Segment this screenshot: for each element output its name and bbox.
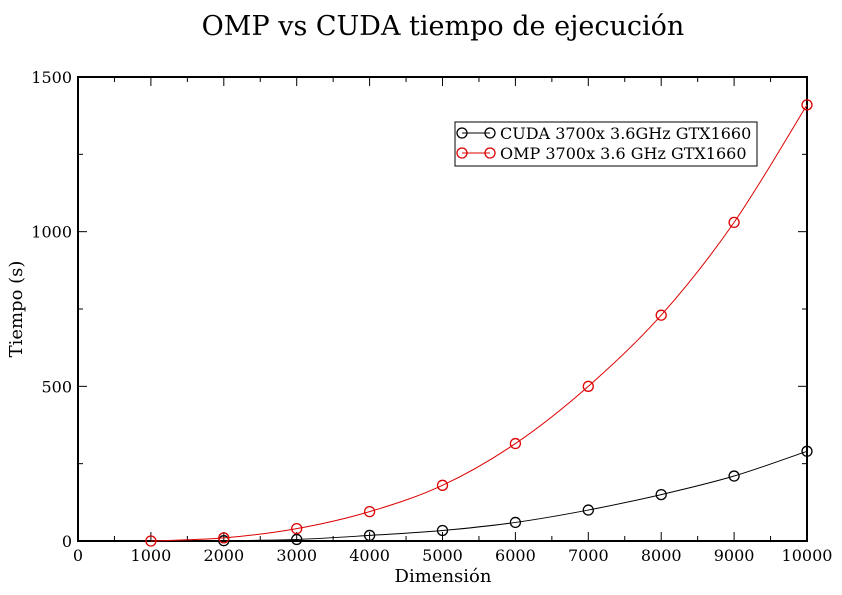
series-point-0 <box>801 445 813 457</box>
series-point-0 <box>436 524 449 537</box>
series-point-1 <box>436 479 449 491</box>
x-tick-label: 1000 <box>131 546 172 565</box>
series-point-0 <box>728 470 740 482</box>
series-point-0 <box>218 535 230 547</box>
series-point-0 <box>363 529 376 542</box>
legend-cuda-label: CUDA 3700x 3.6GHz GTX1660 <box>500 124 751 143</box>
legend: CUDA 3700x 3.6GHz GTX1660 OMP 3700x 3.6 … <box>454 121 758 167</box>
x-tick-label: 4000 <box>349 546 390 565</box>
x-tick-label: 0 <box>73 546 83 565</box>
x-tick-label: 7000 <box>568 546 609 565</box>
chart-title: OMP vs CUDA tiempo de ejecución <box>202 11 685 42</box>
series-point-0 <box>655 488 667 501</box>
x-axis-label: Dimensión <box>395 566 492 587</box>
series-point-1 <box>801 99 813 111</box>
legend-cuda-marker-left <box>456 127 468 139</box>
series-point-0 <box>509 516 522 529</box>
series-point-1 <box>582 380 594 392</box>
y-tick-label: 0 <box>62 532 72 551</box>
series-point-1 <box>145 535 157 547</box>
series-point-1 <box>655 309 667 321</box>
x-tick-label: 5000 <box>422 546 463 565</box>
x-tick-label: 6000 <box>495 546 536 565</box>
legend-omp-label: OMP 3700x 3.6 GHz GTX1660 <box>500 144 747 163</box>
series-layer <box>145 99 813 547</box>
legend-cuda-marker-right <box>484 127 496 139</box>
y-tick-label: 1500 <box>31 68 72 87</box>
x-tick-label: 3000 <box>276 546 317 565</box>
series-point-1 <box>291 522 303 535</box>
series-line-0 <box>223 450 808 542</box>
series-point-1 <box>509 437 522 450</box>
y-tick-label: 1000 <box>31 223 72 242</box>
series-point-0 <box>291 533 303 546</box>
x-tick-label: 10000 <box>782 546 833 565</box>
axis-ticks: 0 1000 2000 3000 4000 5000 6000 7000 8000 9000 100… <box>31 68 832 565</box>
x-tick-label: 9000 <box>714 546 755 565</box>
x-tick-label: 2000 <box>203 546 244 565</box>
legend-box <box>454 121 758 167</box>
series-point-1 <box>728 216 740 229</box>
series-line-1 <box>150 104 808 542</box>
legend-omp-marker-right <box>484 147 496 159</box>
series-point-1 <box>363 505 376 518</box>
legend-omp-marker-left <box>456 147 468 159</box>
y-axis-label: Tiempo (s) <box>6 261 27 358</box>
y-tick-label: 500 <box>41 377 72 396</box>
x-tick-label: 8000 <box>641 546 682 565</box>
series-point-0 <box>582 504 594 516</box>
series-point-1 <box>218 532 230 544</box>
